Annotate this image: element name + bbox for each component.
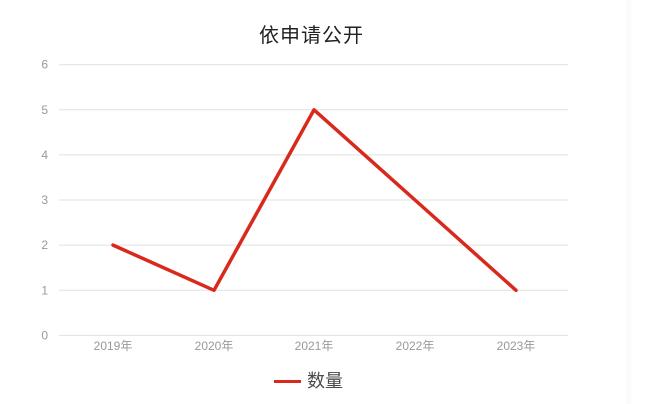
svg-text:2019年: 2019年 bbox=[94, 339, 133, 353]
svg-text:6: 6 bbox=[41, 58, 48, 72]
svg-text:4: 4 bbox=[41, 148, 48, 162]
svg-text:3: 3 bbox=[41, 193, 48, 207]
svg-text:2022年: 2022年 bbox=[396, 339, 435, 353]
svg-text:2020年: 2020年 bbox=[195, 339, 234, 353]
svg-text:1: 1 bbox=[41, 283, 48, 297]
svg-text:2023年: 2023年 bbox=[497, 339, 536, 353]
svg-text:2: 2 bbox=[41, 238, 48, 252]
svg-text:2021年: 2021年 bbox=[295, 339, 334, 353]
svg-text:0: 0 bbox=[41, 328, 48, 342]
svg-text:5: 5 bbox=[41, 103, 48, 117]
